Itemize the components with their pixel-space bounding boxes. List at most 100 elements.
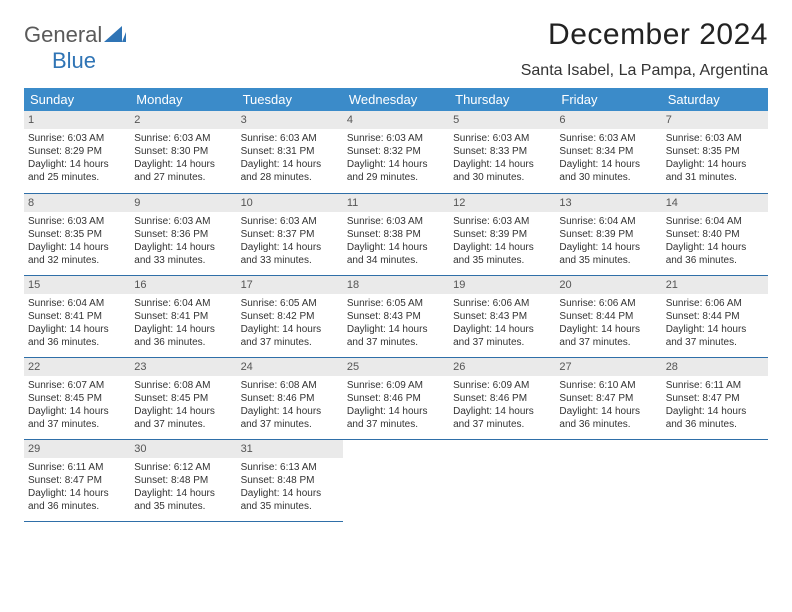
calendar-cell: 7Sunrise: 6:03 AMSunset: 8:35 PMDaylight… (662, 111, 768, 193)
sunset-text: Sunset: 8:45 PM (134, 392, 232, 405)
daylight-text: and 37 minutes. (28, 418, 126, 431)
sunset-text: Sunset: 8:32 PM (347, 145, 445, 158)
logo-word-general: General (24, 22, 102, 47)
daylight-text: Daylight: 14 hours (28, 241, 126, 254)
day-number: 12 (449, 194, 555, 212)
calendar-cell: 18Sunrise: 6:05 AMSunset: 8:43 PMDayligh… (343, 275, 449, 357)
sunset-text: Sunset: 8:46 PM (453, 392, 551, 405)
sunrise-text: Sunrise: 6:03 AM (241, 132, 339, 145)
daylight-text: Daylight: 14 hours (559, 323, 657, 336)
sunset-text: Sunset: 8:37 PM (241, 228, 339, 241)
sunrise-text: Sunrise: 6:13 AM (241, 461, 339, 474)
daylight-text: Daylight: 14 hours (453, 241, 551, 254)
sunset-text: Sunset: 8:47 PM (28, 474, 126, 487)
weekday-header: Wednesday (343, 88, 449, 111)
calendar-cell: 3Sunrise: 6:03 AMSunset: 8:31 PMDaylight… (237, 111, 343, 193)
title-block: December 2024 Santa Isabel, La Pampa, Ar… (521, 18, 768, 80)
day-number: 24 (237, 358, 343, 376)
daylight-text: and 33 minutes. (134, 254, 232, 267)
weekday-header: Tuesday (237, 88, 343, 111)
daylight-text: Daylight: 14 hours (241, 158, 339, 171)
calendar-row: 22Sunrise: 6:07 AMSunset: 8:45 PMDayligh… (24, 357, 768, 439)
daylight-text: and 37 minutes. (453, 418, 551, 431)
sunrise-text: Sunrise: 6:09 AM (347, 379, 445, 392)
sunrise-text: Sunrise: 6:11 AM (28, 461, 126, 474)
daylight-text: Daylight: 14 hours (559, 158, 657, 171)
daylight-text: Daylight: 14 hours (134, 487, 232, 500)
daylight-text: Daylight: 14 hours (453, 405, 551, 418)
sunrise-text: Sunrise: 6:04 AM (666, 215, 764, 228)
logo-text: General Blue (24, 22, 126, 74)
calendar-cell: 17Sunrise: 6:05 AMSunset: 8:42 PMDayligh… (237, 275, 343, 357)
day-number: 27 (555, 358, 661, 376)
calendar-cell: 20Sunrise: 6:06 AMSunset: 8:44 PMDayligh… (555, 275, 661, 357)
sunrise-text: Sunrise: 6:05 AM (347, 297, 445, 310)
calendar-row: 29Sunrise: 6:11 AMSunset: 8:47 PMDayligh… (24, 439, 768, 521)
sunrise-text: Sunrise: 6:03 AM (134, 132, 232, 145)
sunrise-text: Sunrise: 6:07 AM (28, 379, 126, 392)
daylight-text: and 36 minutes. (28, 336, 126, 349)
day-number: 25 (343, 358, 449, 376)
sunrise-text: Sunrise: 6:03 AM (28, 215, 126, 228)
weekday-header: Saturday (662, 88, 768, 111)
day-number: 13 (555, 194, 661, 212)
sunrise-text: Sunrise: 6:11 AM (666, 379, 764, 392)
sunrise-text: Sunrise: 6:03 AM (347, 132, 445, 145)
sunset-text: Sunset: 8:39 PM (559, 228, 657, 241)
sunset-text: Sunset: 8:43 PM (453, 310, 551, 323)
sunrise-text: Sunrise: 6:03 AM (241, 215, 339, 228)
weekday-header: Friday (555, 88, 661, 111)
daylight-text: and 37 minutes. (347, 336, 445, 349)
sunset-text: Sunset: 8:46 PM (241, 392, 339, 405)
calendar-cell: 12Sunrise: 6:03 AMSunset: 8:39 PMDayligh… (449, 193, 555, 275)
day-number: 21 (662, 276, 768, 294)
calendar-cell: 27Sunrise: 6:10 AMSunset: 8:47 PMDayligh… (555, 357, 661, 439)
sunrise-text: Sunrise: 6:03 AM (134, 215, 232, 228)
sunrise-text: Sunrise: 6:09 AM (453, 379, 551, 392)
calendar-cell: 24Sunrise: 6:08 AMSunset: 8:46 PMDayligh… (237, 357, 343, 439)
calendar-row: 1Sunrise: 6:03 AMSunset: 8:29 PMDaylight… (24, 111, 768, 193)
calendar-cell: 19Sunrise: 6:06 AMSunset: 8:43 PMDayligh… (449, 275, 555, 357)
calendar-cell: 16Sunrise: 6:04 AMSunset: 8:41 PMDayligh… (130, 275, 236, 357)
calendar-cell: 21Sunrise: 6:06 AMSunset: 8:44 PMDayligh… (662, 275, 768, 357)
daylight-text: Daylight: 14 hours (241, 241, 339, 254)
day-number: 16 (130, 276, 236, 294)
calendar-cell: 30Sunrise: 6:12 AMSunset: 8:48 PMDayligh… (130, 439, 236, 521)
day-number: 23 (130, 358, 236, 376)
sunset-text: Sunset: 8:33 PM (453, 145, 551, 158)
calendar-cell: 6Sunrise: 6:03 AMSunset: 8:34 PMDaylight… (555, 111, 661, 193)
daylight-text: and 32 minutes. (28, 254, 126, 267)
calendar-cell: 25Sunrise: 6:09 AMSunset: 8:46 PMDayligh… (343, 357, 449, 439)
daylight-text: and 36 minutes. (666, 418, 764, 431)
calendar-cell: 10Sunrise: 6:03 AMSunset: 8:37 PMDayligh… (237, 193, 343, 275)
location-label: Santa Isabel, La Pampa, Argentina (521, 62, 768, 80)
daylight-text: and 36 minutes. (559, 418, 657, 431)
sunset-text: Sunset: 8:35 PM (28, 228, 126, 241)
daylight-text: Daylight: 14 hours (134, 405, 232, 418)
daylight-text: and 37 minutes. (559, 336, 657, 349)
calendar-cell: 4Sunrise: 6:03 AMSunset: 8:32 PMDaylight… (343, 111, 449, 193)
daylight-text: Daylight: 14 hours (134, 323, 232, 336)
daylight-text: Daylight: 14 hours (347, 323, 445, 336)
daylight-text: Daylight: 14 hours (134, 241, 232, 254)
daylight-text: and 35 minutes. (559, 254, 657, 267)
daylight-text: and 37 minutes. (241, 418, 339, 431)
weekday-header: Monday (130, 88, 236, 111)
calendar-table: SundayMondayTuesdayWednesdayThursdayFrid… (24, 88, 768, 522)
daylight-text: and 33 minutes. (241, 254, 339, 267)
sunset-text: Sunset: 8:35 PM (666, 145, 764, 158)
sail-icon (104, 26, 126, 42)
day-number: 28 (662, 358, 768, 376)
sunrise-text: Sunrise: 6:08 AM (134, 379, 232, 392)
daylight-text: Daylight: 14 hours (453, 323, 551, 336)
daylight-text: Daylight: 14 hours (666, 158, 764, 171)
sunrise-text: Sunrise: 6:03 AM (347, 215, 445, 228)
calendar-cell: 29Sunrise: 6:11 AMSunset: 8:47 PMDayligh… (24, 439, 130, 521)
logo-word-blue: Blue (52, 48, 96, 73)
daylight-text: Daylight: 14 hours (28, 323, 126, 336)
sunrise-text: Sunrise: 6:06 AM (666, 297, 764, 310)
daylight-text: and 31 minutes. (666, 171, 764, 184)
header: General Blue December 2024 Santa Isabel,… (24, 18, 768, 80)
daylight-text: and 37 minutes. (134, 418, 232, 431)
sunset-text: Sunset: 8:48 PM (134, 474, 232, 487)
